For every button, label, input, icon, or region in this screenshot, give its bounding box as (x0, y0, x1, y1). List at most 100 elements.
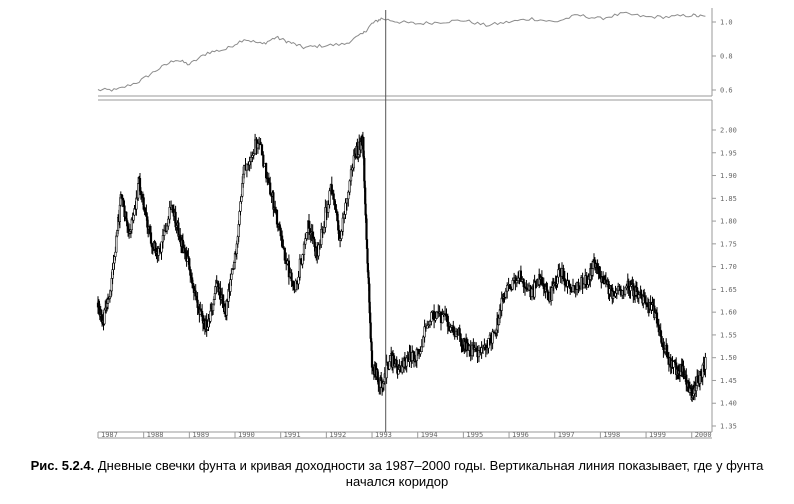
candle-body (165, 225, 169, 232)
candle-body (562, 268, 565, 279)
candle-body (511, 279, 514, 290)
candle-body (430, 312, 433, 322)
candle-body (428, 321, 432, 326)
candle-body (517, 277, 520, 282)
x-tick-label: 1992 (329, 431, 346, 439)
figure-caption: Рис. 5.2.4. Дневные свечки фунта и крива… (8, 458, 786, 490)
candle-body (522, 279, 525, 288)
candle-body (369, 312, 372, 324)
x-tick-label: 1990 (238, 431, 255, 439)
candle-body (252, 153, 255, 156)
candle-body (452, 325, 455, 333)
candle-body (704, 357, 707, 370)
candle-body (269, 182, 272, 195)
bottom-y-tick-label: 1.55 (720, 331, 737, 339)
candle-body (530, 288, 533, 297)
bottom-y-tick-label: 1.45 (720, 377, 737, 385)
bottom-y-tick-label: 1.70 (720, 263, 737, 271)
candle-body (341, 217, 344, 232)
candle-body (150, 243, 154, 248)
x-tick-label: 2000 (695, 431, 712, 439)
candle-body (287, 260, 291, 278)
candle-body (491, 331, 494, 344)
candle-body (114, 251, 117, 257)
candle-body (164, 230, 167, 233)
candle-body (366, 248, 369, 264)
candle-body (563, 278, 566, 286)
candle-body (345, 198, 349, 204)
candle-body (508, 284, 512, 290)
candle-body (177, 222, 180, 237)
candle-body (264, 163, 268, 179)
candle-body (332, 193, 335, 200)
candle-body (167, 218, 170, 227)
candle-body (344, 202, 347, 215)
candle-body (322, 227, 326, 233)
candle-body (282, 246, 285, 249)
x-tick-label: 1993 (375, 431, 392, 439)
bottom-y-tick-label: 2.00 (720, 127, 737, 135)
candle-body (441, 314, 444, 324)
x-tick-label: 1991 (284, 431, 301, 439)
candle-body (525, 287, 528, 290)
bottom-y-tick-label: 1.90 (720, 172, 737, 180)
candle-body (515, 280, 518, 284)
x-tick-label: 1989 (192, 431, 209, 439)
candle-body (260, 144, 264, 156)
candle-body (118, 204, 121, 222)
candle-body (340, 231, 343, 239)
candle-body (485, 347, 489, 351)
candle-body (420, 346, 423, 352)
x-tick-label: 1999 (649, 431, 666, 439)
candle-body (571, 285, 575, 292)
candle-body (618, 286, 621, 290)
candle-body (623, 287, 627, 295)
top-y-tick-label: 0.8 (720, 53, 733, 61)
bottom-y-tick-label: 1.40 (720, 400, 737, 408)
candle-body (577, 282, 580, 287)
bottom-y-tick-label: 1.75 (720, 240, 737, 248)
candle-body (348, 180, 351, 193)
bottom-panel-y-ticks: 2.00 1.95 1.90 1.85 1.80 1.75 1.70 1.65 1.60 1.55… (712, 127, 737, 431)
candle-body (290, 272, 293, 282)
top-panel-yield-curve (97, 11, 706, 92)
bottom-y-tick-label: 1.85 (720, 195, 737, 203)
candle-body (161, 235, 165, 243)
candle-body (283, 247, 286, 261)
candle-body (225, 300, 228, 316)
candle-body (230, 273, 233, 280)
candle-body (168, 207, 171, 220)
x-tick-label: 1997 (558, 431, 575, 439)
candle-body (349, 169, 353, 182)
candle-body (347, 191, 350, 200)
candle-body (304, 238, 307, 245)
candle-body (477, 350, 481, 358)
bottom-panel-x-ticks: 1987 1988 1989 1990 1991 1992 1993 1994 1995 1996… (97, 431, 712, 439)
candle-body (480, 347, 483, 353)
candle-body (557, 269, 560, 278)
top-panel-y-ticks: 1.0 0.8 0.6 (712, 19, 733, 95)
x-tick-label: 1994 (421, 431, 438, 439)
candle-body (351, 167, 354, 171)
candle-body (615, 289, 618, 294)
candle-body (411, 351, 414, 361)
candle-body (614, 292, 617, 297)
candle-body (573, 285, 576, 287)
top-y-tick-label: 0.6 (720, 87, 733, 95)
candle-body (625, 285, 628, 289)
candle-body (519, 270, 522, 282)
top-y-tick-label: 1.0 (720, 19, 733, 27)
candle-body (245, 163, 249, 171)
candle-body (504, 290, 507, 298)
x-tick-label: 1988 (147, 431, 164, 439)
candle-body (422, 336, 425, 348)
candle-body (297, 276, 300, 285)
candle-body (475, 347, 478, 352)
x-tick-label: 1995 (466, 431, 483, 439)
candle-body (249, 157, 253, 162)
candle-body (267, 178, 270, 184)
candle-body (514, 277, 517, 284)
candle-body (581, 277, 584, 289)
candle-body (291, 280, 295, 287)
candle-body (256, 143, 260, 149)
